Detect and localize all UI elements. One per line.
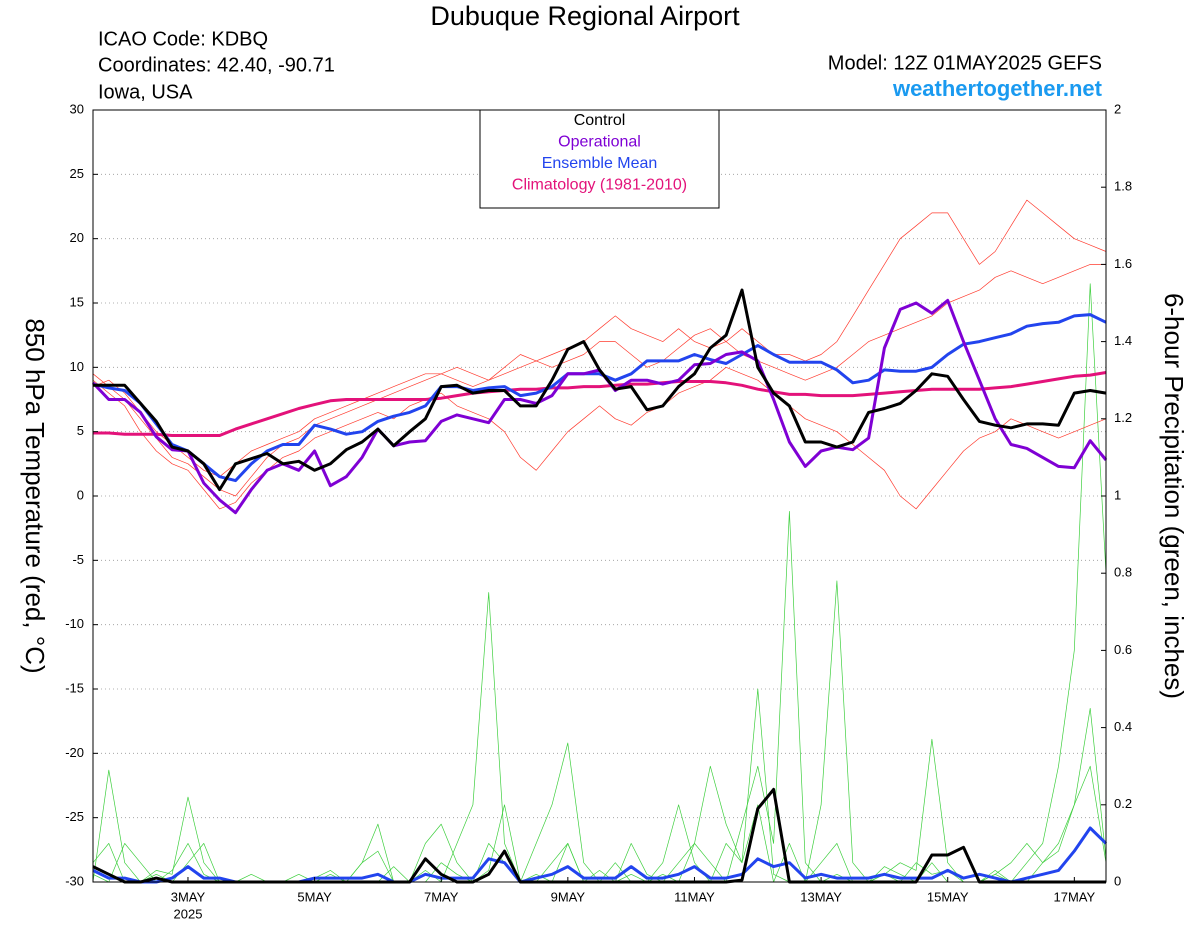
axes: -30-25-20-15-10-505101520253000.20.40.60… xyxy=(65,101,1132,921)
y-tick-label: -10 xyxy=(65,616,84,631)
x-tick-label: 17MAY xyxy=(1054,889,1096,904)
y2-tick-label: 1.4 xyxy=(1114,333,1132,348)
y2-tick-label: 2 xyxy=(1114,101,1121,116)
series-line xyxy=(92,264,1106,478)
legend-entry: Climatology (1981-2010) xyxy=(512,177,687,194)
y2-tick-label: 1.8 xyxy=(1114,179,1132,194)
info-line: Coordinates: 42.40, -90.71 xyxy=(98,54,335,76)
chart-title: Dubuque Regional Airport xyxy=(430,1,740,31)
x-tick-label: 3MAY xyxy=(171,889,206,904)
y-tick-label: -30 xyxy=(65,873,84,888)
y2-tick-label: 1.2 xyxy=(1114,410,1132,425)
series-line xyxy=(93,288,1107,492)
y2-tick-label: 0.6 xyxy=(1114,642,1132,657)
y-tick-label: -5 xyxy=(72,552,84,567)
y2-axis-label: 6-hour Precipitation (green, inches) xyxy=(1159,293,1189,699)
x-tick-label: 7MAY xyxy=(424,889,459,904)
y-axis-label: 850 hPa Temperature (red, °C) xyxy=(20,318,50,673)
y2-tick-label: 0.8 xyxy=(1114,565,1132,580)
y-tick-label: 20 xyxy=(70,230,84,245)
info-line: ICAO Code: KDBQ xyxy=(98,28,268,50)
series-line xyxy=(93,371,1107,437)
y-tick-label: 10 xyxy=(70,359,84,374)
y-tick-label: 15 xyxy=(70,294,84,309)
y2-tick-label: 1 xyxy=(1114,487,1121,502)
legend-entry: Ensemble Mean xyxy=(542,155,658,172)
x-tick-label: 5MAY xyxy=(297,889,332,904)
y-tick-label: -15 xyxy=(65,680,84,695)
x-tick-label: 11MAY xyxy=(674,889,715,904)
y2-tick-label: 0 xyxy=(1114,873,1121,888)
x-tick-label: 13MAY xyxy=(800,889,842,904)
y-tick-label: -20 xyxy=(65,745,84,760)
series-line xyxy=(92,580,1107,883)
x-tick-label: 15MAY xyxy=(927,889,969,904)
info-line: Iowa, USA xyxy=(98,81,193,103)
y2-tick-label: 1.6 xyxy=(1114,256,1132,271)
legend-entry: Control xyxy=(574,112,626,129)
y2-tick-label: 0.2 xyxy=(1114,796,1132,811)
model-info: Model: 12Z 01MAY2025 GEFS xyxy=(828,52,1102,74)
y-tick-label: 25 xyxy=(70,166,84,181)
series-line xyxy=(92,199,1107,497)
x-year-label: 2025 xyxy=(174,906,203,921)
legend-entry: Operational xyxy=(558,134,641,151)
y-tick-label: 30 xyxy=(70,101,84,116)
x-tick-label: 9MAY xyxy=(551,889,586,904)
y2-tick-label: 0.4 xyxy=(1114,719,1132,734)
y-tick-label: 0 xyxy=(77,487,84,502)
legend: Control Operational Ensemble Mean Climatolo… xyxy=(479,109,720,209)
y-tick-label: 5 xyxy=(77,423,84,438)
y-tick-label: -25 xyxy=(65,809,84,824)
legend-box xyxy=(479,109,720,209)
source: weathertogether.net xyxy=(892,76,1103,101)
